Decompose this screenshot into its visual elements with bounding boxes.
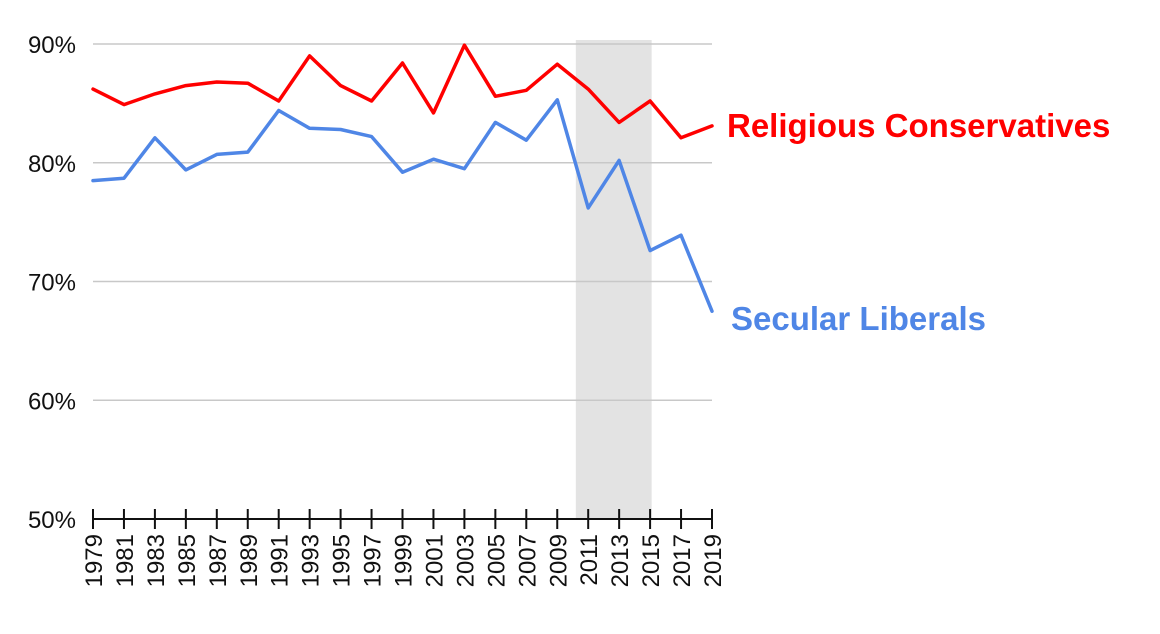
x-tick-label: 1985 bbox=[174, 534, 201, 587]
x-tick-label: 2017 bbox=[669, 534, 696, 587]
x-tick-label: 1991 bbox=[267, 534, 294, 587]
highlight-band bbox=[575, 40, 652, 519]
y-tick-label: 80% bbox=[28, 151, 76, 178]
x-tick-label: 2015 bbox=[638, 534, 665, 587]
x-tick-label: 2003 bbox=[452, 534, 479, 587]
x-tick-label: 1999 bbox=[391, 534, 418, 587]
series-label-secular-liberals: Secular Liberals bbox=[731, 300, 986, 337]
x-tick-label: 1993 bbox=[298, 534, 325, 587]
y-tick-label: 70% bbox=[28, 270, 76, 297]
x-tick-label: 2005 bbox=[483, 534, 510, 587]
x-tick-label: 1979 bbox=[81, 534, 108, 587]
x-tick-label: 2009 bbox=[545, 534, 572, 587]
series-labels: Religious Conservatives Secular Liberals bbox=[727, 107, 1110, 337]
x-tick-labels: 1979 1981 1983 1985 1987 1989 1991 1993 1995 1997… bbox=[81, 534, 727, 587]
x-tick-label: 1989 bbox=[236, 534, 263, 587]
x-tick-label: 2001 bbox=[421, 534, 448, 587]
x-tick-label: 2013 bbox=[607, 534, 634, 587]
x-tick-label: 1997 bbox=[360, 534, 387, 587]
x-tick-label: 1995 bbox=[329, 534, 356, 587]
highlight-band-layer bbox=[575, 40, 652, 519]
x-axis bbox=[92, 509, 713, 529]
x-tick-label: 2007 bbox=[514, 534, 541, 587]
series-lines bbox=[91, 43, 714, 313]
x-tick-label: 2011 bbox=[576, 534, 603, 586]
y-tick-labels: 50% 60% 70% 80% 90% bbox=[28, 32, 76, 534]
series-label-religious-conservatives: Religious Conservatives bbox=[727, 107, 1110, 144]
gridlines bbox=[93, 43, 712, 401]
x-tick-label: 1983 bbox=[143, 534, 170, 587]
x-tick-label: 2019 bbox=[700, 534, 727, 587]
x-tick-label: 1981 bbox=[112, 534, 139, 587]
y-tick-label: 60% bbox=[28, 388, 76, 415]
y-tick-label: 50% bbox=[28, 507, 76, 534]
x-tick-label: 1987 bbox=[205, 534, 232, 587]
y-tick-label: 90% bbox=[28, 32, 76, 59]
